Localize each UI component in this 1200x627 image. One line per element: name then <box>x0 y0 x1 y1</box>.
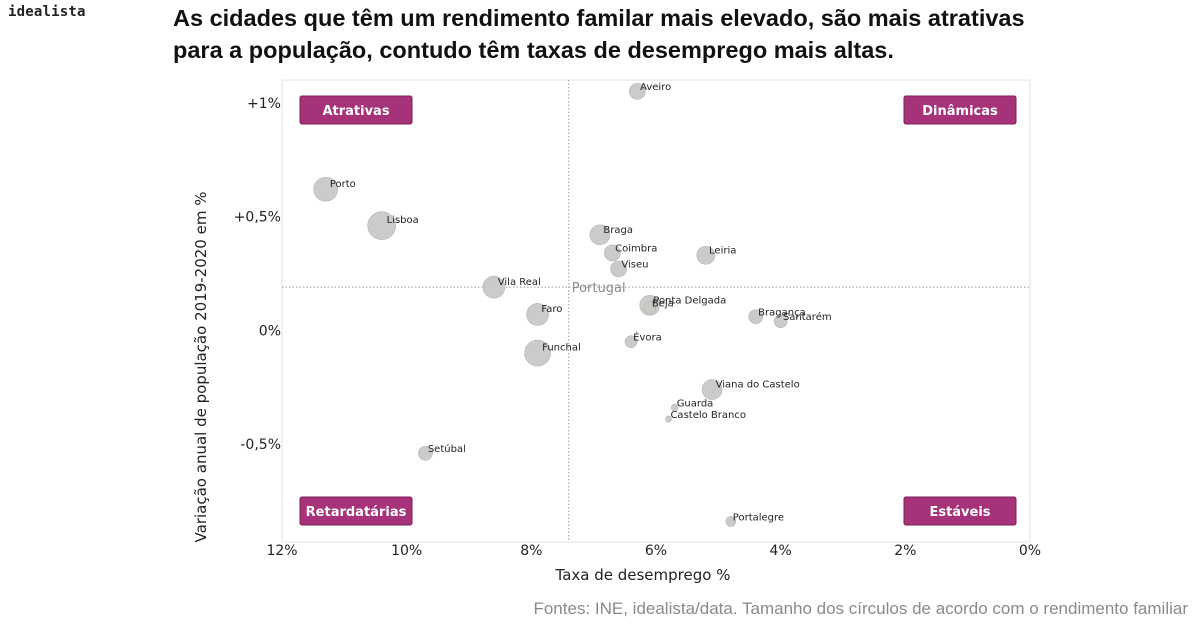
point-label: Leiria <box>709 245 736 256</box>
y-tick-label: 0% <box>259 323 281 339</box>
x-tick-label: 10% <box>391 543 422 559</box>
point-label: Setúbal <box>428 443 466 455</box>
x-axis-title: Taxa de desemprego % <box>555 566 731 584</box>
plot-area <box>281 79 1031 543</box>
bubble <box>624 335 638 349</box>
point-label: Viana do Castelo <box>716 380 800 391</box>
bubble <box>482 275 506 299</box>
bubble <box>313 176 338 202</box>
quadrant-label-text: Atrativas <box>322 104 389 119</box>
point-label: Aveiro <box>640 82 671 93</box>
point-label: Coimbra <box>615 243 657 254</box>
x-tick-label: 8% <box>520 543 542 559</box>
bubble <box>628 83 646 100</box>
quadrant-labels: Atrativas Dinâmicas Retardatárias Estáveis <box>299 95 1017 526</box>
bubble <box>524 339 551 367</box>
bubble <box>610 260 627 278</box>
title-line-2: para a população, contudo têm taxas de d… <box>173 37 894 63</box>
quadrant-label-box <box>903 95 1017 125</box>
x-tick-label: 12% <box>266 543 297 559</box>
bubble <box>670 403 679 412</box>
point-label: Santarém <box>783 311 832 323</box>
bubble <box>643 301 657 314</box>
y-tick-label: +1% <box>247 96 281 112</box>
point-label: Faro <box>541 304 562 315</box>
idealista-logo: idealista <box>8 4 86 20</box>
bubble <box>725 516 737 527</box>
reference-lines: Portugal <box>282 80 1030 542</box>
quadrant-label-text: Retardatárias <box>306 505 407 520</box>
point-label: Viseu <box>621 259 648 270</box>
bubble <box>773 314 788 329</box>
title-line-1: As cidades que têm um rendimento familar… <box>173 5 1025 31</box>
y-tick-label: +0,5% <box>234 210 281 226</box>
bubble <box>665 415 672 423</box>
point-label: Vila Real <box>498 277 541 288</box>
y-axis: +1% +0,5% 0% -0,5% <box>234 96 281 453</box>
point-label: Braga <box>603 225 633 236</box>
x-axis: 12% 10% 8% 6% 4% 2% 0% <box>266 543 1041 559</box>
bubble <box>701 379 723 400</box>
point-label: Portalegre <box>733 513 784 524</box>
quadrant-label-box <box>299 95 413 125</box>
page-title: As cidades que têm um rendimento familar… <box>173 2 1183 66</box>
bubble <box>418 445 433 461</box>
point-label: Guarda <box>677 399 714 410</box>
bubble <box>589 224 611 246</box>
y-axis-title: Variação anual de população 2019-2020 em… <box>192 192 210 543</box>
point-label: Lisboa <box>387 215 419 226</box>
point-label: Funchal <box>542 343 581 354</box>
quadrant-label-text: Dinâmicas <box>922 104 998 119</box>
quadrant-label-box <box>299 496 413 526</box>
reference-label: Portugal <box>572 281 626 296</box>
y-tick-label: -0,5% <box>240 437 281 453</box>
point-label: Beja <box>652 298 674 309</box>
quadrant-label-box <box>903 496 1017 526</box>
x-tick-label: 6% <box>645 543 667 559</box>
x-tick-label: 0% <box>1019 543 1041 559</box>
point-labels: Aveiro Porto Lisboa Braga Coimbra Viseu Leiria… <box>330 82 832 524</box>
bubbles <box>313 83 788 527</box>
quadrant-label-text: Estáveis <box>929 505 990 520</box>
source-note: Fontes: INE, idealista/data. Tamanho dos… <box>533 599 1188 618</box>
point-label: Porto <box>330 179 356 190</box>
point-label: Évora <box>633 331 662 344</box>
x-tick-label: 4% <box>770 543 792 559</box>
bubble <box>367 211 397 240</box>
point-label: Ponta Delgada <box>653 295 726 306</box>
x-tick-label: 2% <box>894 543 916 559</box>
point-label: Castelo Branco <box>670 410 746 421</box>
bubble <box>604 244 621 262</box>
bubble <box>696 245 716 265</box>
point-label: Bragança <box>758 307 806 318</box>
bubble <box>748 309 764 324</box>
bubble <box>526 303 549 326</box>
